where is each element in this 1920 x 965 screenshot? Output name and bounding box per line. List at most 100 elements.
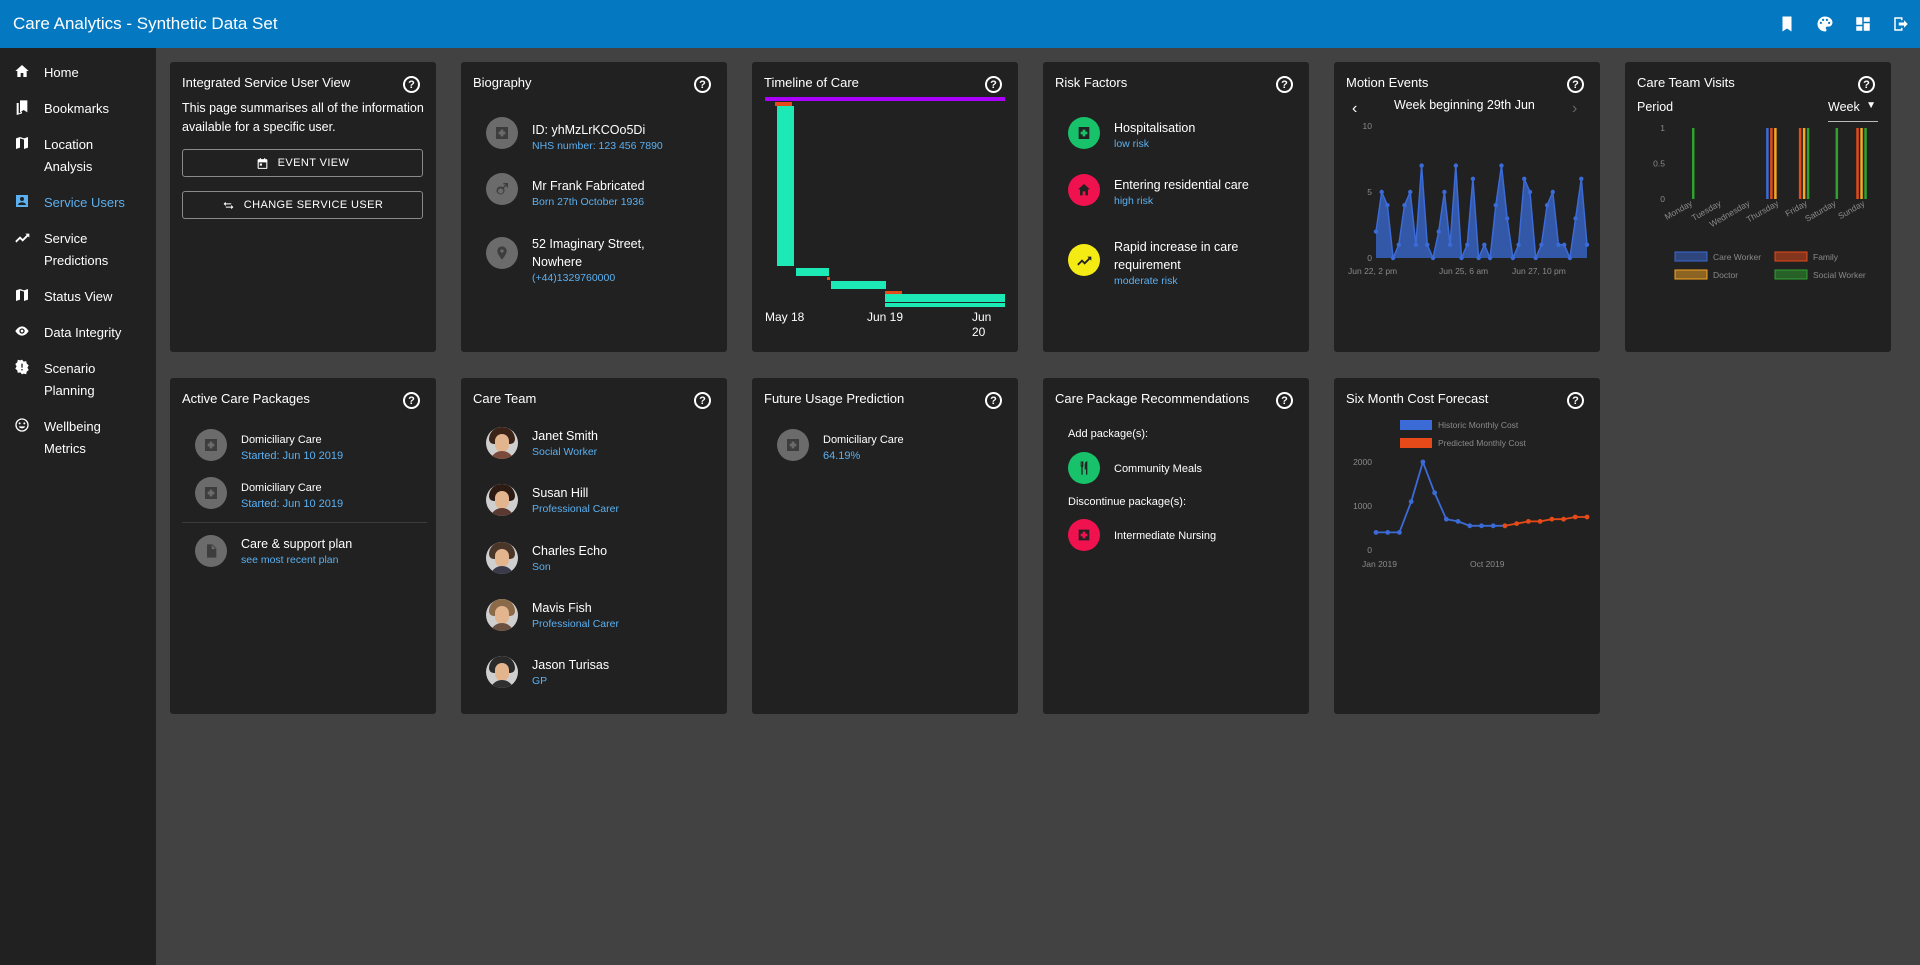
cost-point [1397,530,1402,535]
visits-bar [1766,128,1769,199]
change-service-user-button[interactable]: CHANGE SERVICE USER [182,191,423,219]
card-title: Six Month Cost Forecast [1346,391,1489,406]
theme-button[interactable] [1806,2,1844,46]
help-icon[interactable]: ? [403,76,420,93]
sidebar-item-location-analysis[interactable]: Location Analysis [0,127,156,185]
package-start: Started: Jun 10 2019 [241,498,344,510]
cost-point [1443,516,1449,522]
previous-week-button[interactable]: ‹ [1352,100,1358,117]
house-icon [1068,174,1100,206]
sidebar-item-label: Bookmarks [44,101,110,116]
cost-point [1479,523,1484,529]
card-title: Future Usage Prediction [764,391,905,406]
help-icon[interactable]: ? [403,392,420,409]
care-plan-item[interactable]: Care & support plan see most recent plan [195,535,352,568]
sidebar-item-data-integrity[interactable]: Data Integrity [0,315,156,351]
cost-point [1432,490,1438,496]
member-role: Professional Carer [532,503,619,515]
hospital-icon [1068,117,1100,149]
risk-level: low risk [1114,138,1150,150]
sidebar-item-bookmarks[interactable]: Bookmarks [0,91,156,127]
help-icon[interactable]: ? [1567,392,1584,409]
help-icon[interactable]: ? [1858,76,1875,93]
care-plan-title: Care & support plan [241,537,353,551]
help-icon[interactable]: ? [694,392,711,409]
sidebar-item-label: Scenario Planning [44,361,96,398]
sidebar-item-label: Location Analysis [44,137,94,174]
bio-phone: (+44)1329760000 [532,272,616,284]
help-icon[interactable]: ? [1567,76,1584,93]
help-icon[interactable]: ? [985,76,1002,93]
logout-button[interactable] [1882,2,1920,46]
period-label: Period [1637,100,1674,114]
sidebar-item-service-users[interactable]: Service Users [0,185,156,221]
sidebar-item-wellbeing-metrics[interactable]: Wellbeing Metrics [0,409,156,467]
timeline-bar [885,294,1005,302]
avatar [486,427,518,459]
sidebar-item-scenario-planning[interactable]: Scenario Planning [0,351,156,409]
visits-bar [1835,128,1839,199]
recommendation-name: Intermediate Nursing [1114,530,1217,542]
card-title: Care Team Visits [1637,75,1735,90]
package-name: Domiciliary Care [241,482,322,494]
help-icon[interactable]: ? [694,76,711,93]
timeline-label: 20 [972,325,986,339]
add-packages-label: Add package(s): [1068,428,1149,440]
cost-point [1502,523,1508,529]
care-plan-link[interactable]: see most recent plan [241,554,339,566]
legend-label: Family [1813,252,1839,262]
map-icon [14,287,30,303]
motion-point [1482,242,1487,247]
card-title: Care Team [473,391,537,406]
y-tick-label: 0 [1367,253,1372,263]
layout-button[interactable] [1844,2,1882,46]
next-week-button[interactable]: › [1572,100,1578,117]
motion-point [1539,242,1544,247]
risk-name: Hospitalisation [1114,121,1196,135]
legend-label: Doctor [1713,270,1738,280]
cost-point [1467,523,1473,529]
motion-line [1375,165,1588,261]
alert-gear-icon [14,359,30,375]
cost-point [1420,459,1426,465]
sidebar-item-status-view[interactable]: Status View [0,279,156,315]
prediction-value: 64.19% [823,450,861,462]
recommendations-card: Care Package Recommendations ? Add packa… [1043,378,1309,714]
bookmark-button[interactable] [1768,2,1806,46]
event-view-button[interactable]: EVENT VIEW [182,149,423,177]
timeline-bar [796,268,829,276]
card-description: This page summarises all of the informat… [182,101,424,134]
timeline-bar [885,303,1005,307]
risk-name: Entering residential care [1114,178,1249,192]
member-name: Susan Hill [532,486,589,500]
sidebar-item-service-predictions[interactable]: Service Predictions [0,221,156,279]
legend-swatch [1400,420,1432,430]
x-tick-label: Sunday [1836,198,1867,221]
period-select[interactable]: Week ▼ [1828,100,1878,122]
calendar-icon [257,157,268,169]
biography-card: Biography ? ID: yhMzLrKCOo5Di NHS number… [461,62,727,352]
visits-bar [1860,128,1863,199]
cutlery-icon [1068,452,1100,484]
sidebar-item-label: Status View [44,289,113,304]
risk-item-hospitalisation: Hospitalisation low risk [1068,117,1274,152]
member-role: Professional Carer [532,618,619,630]
help-icon[interactable]: ? [1276,392,1293,409]
sidebar-item-home[interactable]: Home [0,55,156,91]
legend-label: Predicted Monthly Cost [1438,438,1527,448]
help-icon[interactable]: ? [1276,76,1293,93]
risk-factors-card: Risk Factors ? Hospitalisation low risk … [1043,62,1309,352]
risk-level: moderate risk [1114,275,1178,287]
motion-point [1408,189,1413,195]
map-icon [14,135,30,151]
cost-point [1537,519,1543,524]
help-icon[interactable]: ? [985,392,1002,409]
legend-swatch [1774,251,1808,262]
timeline-marker [827,277,830,280]
motion-point [1476,255,1481,261]
motion-point [1527,189,1533,195]
legend-label: Social Worker [1813,270,1866,280]
sidebar-item-label: Service Users [44,195,125,210]
eye-icon [14,323,30,339]
timeline-chart: May 18 Jun 19 Jun 20 [765,97,1005,339]
